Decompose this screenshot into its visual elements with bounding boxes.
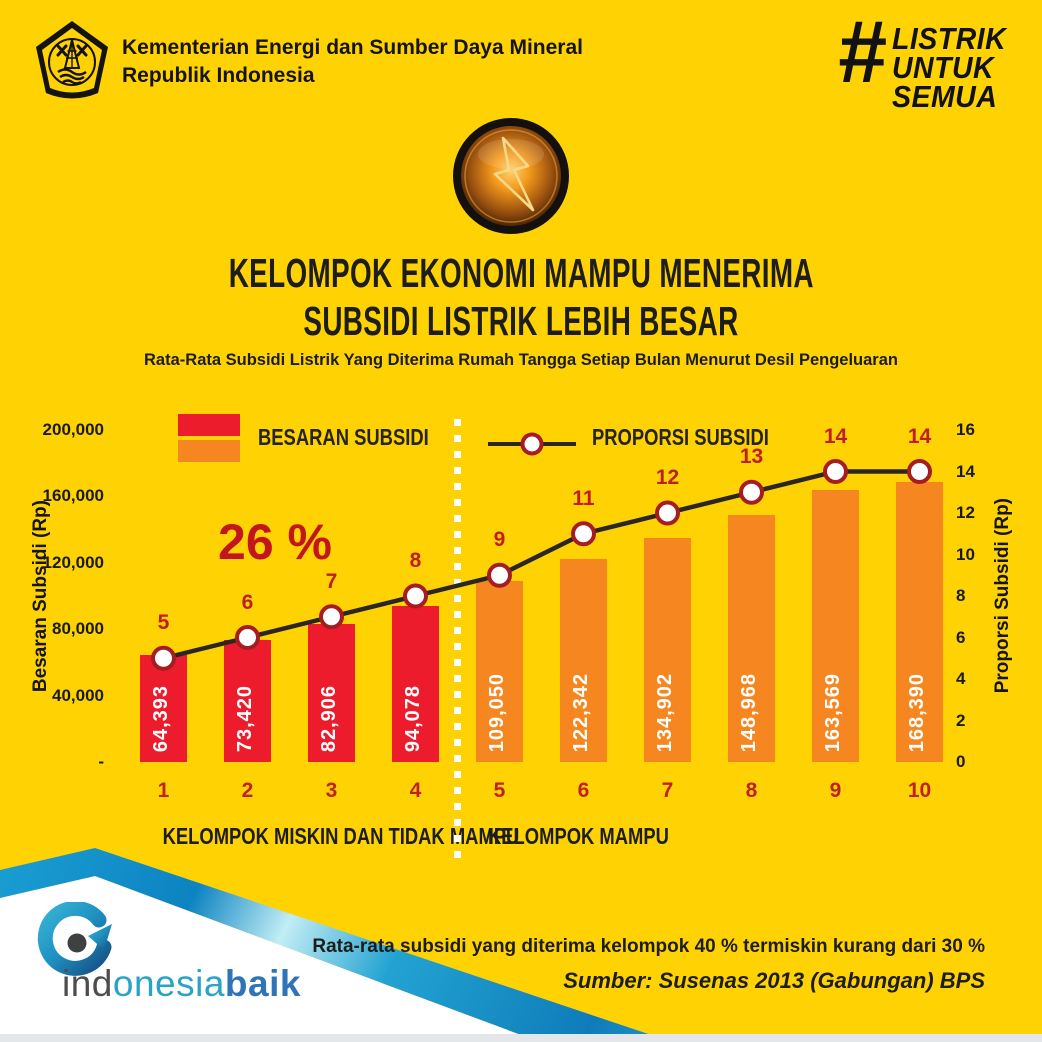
left-axis-tick-2: 120,000 (42, 552, 104, 572)
hashtag-word-3: SEMUA (891, 79, 998, 115)
bar-value-label-5: 109,050 (485, 672, 508, 752)
right-axis-tick-6: 4 (956, 669, 966, 688)
ministry-name-line1: Kementerian Energi dan Sumber Daya Miner… (122, 36, 583, 59)
main-title-line1: KELOMPOK EKONOMI MAMPU MENERIMA (228, 250, 814, 296)
bar-value-label-10: 168,390 (905, 672, 928, 752)
bar-value-label-1: 64,393 (149, 684, 172, 752)
x-axis-label-1: 1 (157, 779, 170, 802)
right-axis-tick-8: 0 (956, 752, 966, 771)
legend-swatch-orange (178, 440, 240, 462)
right-axis-tick-3: 10 (956, 544, 975, 564)
marker-value-label-3: 7 (325, 569, 338, 593)
hashtag-word-1: LISTRIK (891, 21, 1007, 56)
x-axis-label-6: 6 (577, 779, 590, 802)
right-axis-tick-1: 14 (956, 461, 975, 481)
line-marker-decile-4 (403, 583, 428, 609)
left-axis-tick-3: 80,000 (52, 619, 104, 639)
line-marker-decile-10 (907, 459, 932, 484)
bar-value-label-9: 163,569 (821, 672, 844, 752)
marker-value-label-10: 14 (907, 424, 932, 448)
marker-value-label-6: 11 (572, 486, 595, 510)
marker-value-label-9: 14 (823, 424, 848, 448)
ministry-logo-icon (36, 21, 108, 99)
brand-part-onesia: onesia (112, 963, 225, 1004)
hashtag-listrik-untuk-semua: # LISTRIK UNTUK SEMUA (836, 2, 1016, 115)
x-axis-label-8: 8 (745, 779, 758, 802)
legend-label-besaran: BESARAN SUBSIDI (258, 424, 429, 450)
legend-line-marker-icon (488, 432, 576, 456)
bottom-edge-strip (0, 1034, 1042, 1042)
bar-value-label-3: 82,906 (317, 684, 340, 752)
x-axis-label-9: 9 (829, 779, 842, 802)
annotation-26-percent: 26 % (218, 514, 332, 570)
bar-value-label-4: 94,078 (401, 684, 424, 752)
left-axis-tick-4: 40,000 (52, 685, 104, 705)
x-axis-label-3: 3 (325, 779, 338, 802)
bar-value-label-2: 73,420 (233, 684, 256, 752)
line-marker-decile-6 (571, 521, 596, 547)
brand-part-ind: ind (62, 963, 113, 1004)
right-axis-tick-4: 8 (956, 586, 966, 605)
marker-value-label-7: 12 (655, 466, 680, 489)
right-axis-tick-7: 2 (956, 710, 966, 730)
left-axis-tick-1: 160,000 (42, 486, 104, 506)
right-axis-tick-0: 16 (956, 420, 975, 439)
x-axis-label-5: 5 (493, 779, 506, 802)
bar-value-label-6: 122,342 (569, 672, 592, 752)
chart-subtitle: Rata-Rata Subsidi Listrik Yang Diterima … (144, 351, 898, 369)
line-marker-decile-7 (655, 500, 680, 526)
x-axis-label-2: 2 (241, 779, 254, 802)
legend-label-proporsi: PROPORSI SUBSIDI (592, 424, 769, 450)
lightning-emblem-icon (453, 118, 569, 234)
brand-part-baik: baik (224, 963, 301, 1004)
indonesiabaik-logo-icon (37, 902, 112, 976)
bar-value-label-7: 134,902 (653, 672, 676, 752)
main-title-line2: SUBSIDI LISTRIK LEBIH BESAR (303, 298, 739, 344)
marker-value-label-8: 13 (739, 445, 764, 469)
hash-icon: # (836, 2, 886, 101)
left-axis-tick-5: - (98, 752, 104, 771)
marker-value-label-5: 9 (493, 528, 506, 552)
left-axis-title: Besaran Subsidi (Rp) (30, 499, 51, 693)
footer-note: Rata-rata subsidi yang diterima kelompok… (312, 936, 985, 957)
hashtag-word-2: UNTUK (891, 50, 995, 86)
marker-value-label-4: 8 (409, 549, 422, 572)
marker-value-label-1: 5 (157, 611, 170, 635)
group-label-miskin: KELOMPOK MISKIN DAN TIDAK MAMPU (162, 823, 520, 849)
group-divider-dotted-line (454, 419, 461, 859)
x-axis-label-4: 4 (409, 779, 422, 802)
marker-value-label-2: 6 (241, 590, 254, 614)
x-axis-label-7: 7 (661, 779, 674, 802)
left-axis-tick-0: 200,000 (42, 420, 104, 439)
indonesiabaik-wordmark: indonesiabaik (62, 963, 301, 1005)
bar-value-label-8: 148,968 (737, 672, 760, 752)
footer-source: Sumber: Susenas 2013 (Gabungan) BPS (563, 968, 985, 993)
right-axis-tick-5: 6 (956, 627, 966, 647)
ministry-name-line2: Republik Indonesia (122, 64, 315, 87)
line-marker-decile-9 (823, 459, 848, 484)
right-axis-tick-2: 12 (956, 503, 975, 522)
bar-decile-1 (140, 655, 187, 762)
line-marker-decile-8 (739, 479, 764, 505)
ministry-name: Kementerian Energi dan Sumber Daya Miner… (122, 34, 583, 90)
legend-swatch-red (178, 414, 240, 436)
x-axis-label-10: 10 (907, 779, 932, 802)
group-label-mampu: KELOMPOK MAMPU (488, 823, 669, 849)
